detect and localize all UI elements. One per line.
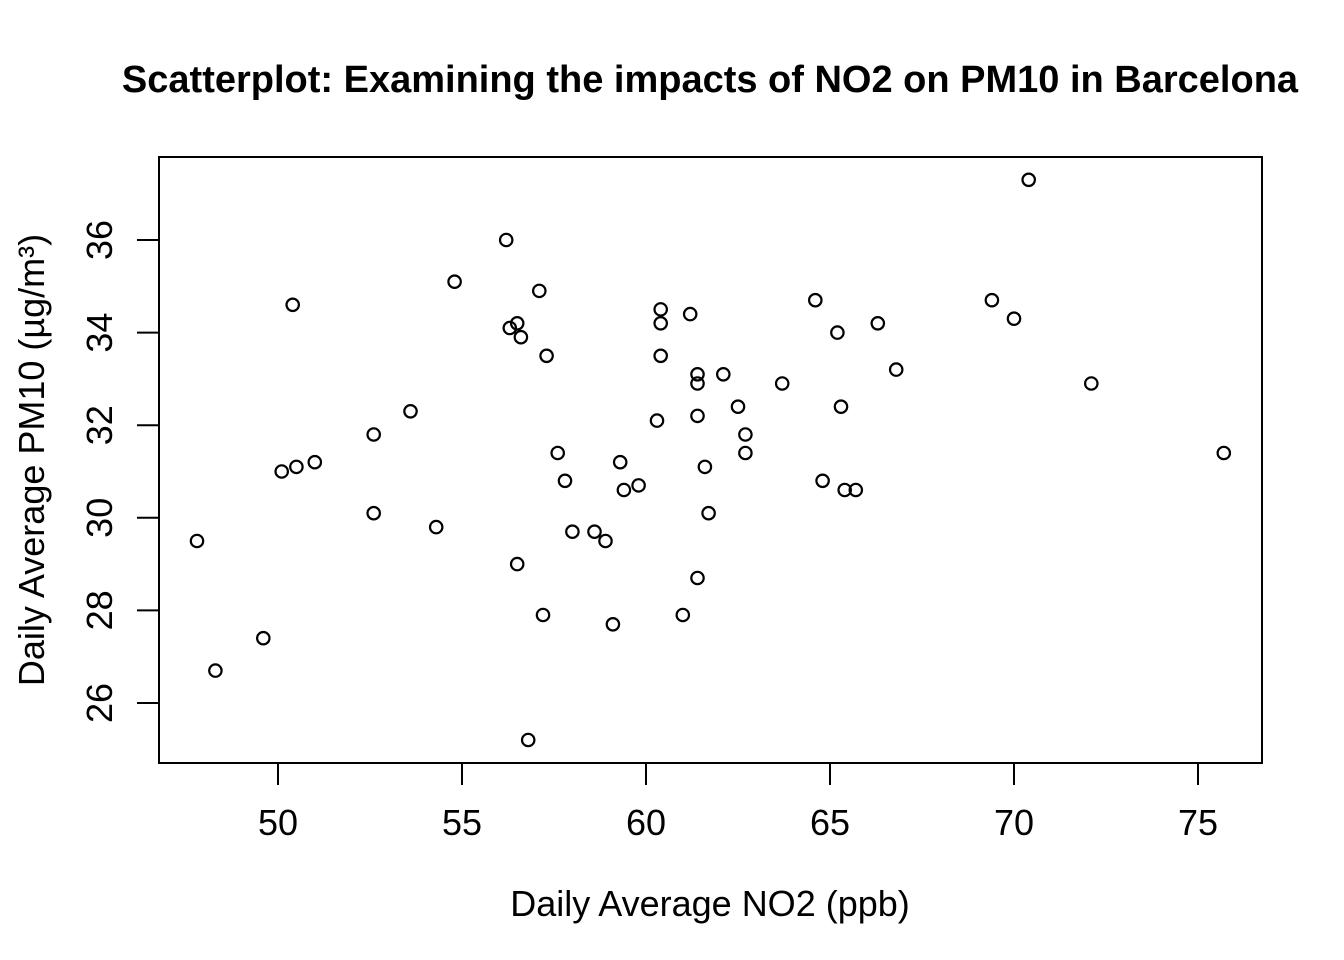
- scatter-point: [531, 283, 547, 299]
- y-tick-label: 32: [79, 405, 120, 445]
- scatter-point: [815, 473, 830, 489]
- x-axis-ticks: 50 55 60 65 70 75: [258, 763, 1218, 843]
- scatter-point: [830, 325, 845, 340]
- scatter-point: [848, 482, 864, 498]
- scatter-point: [738, 427, 753, 442]
- scatter-point: [653, 348, 668, 364]
- plot-title: Scatterplot: Examining the impacts of NO…: [122, 59, 1299, 101]
- scatter-point: [509, 315, 525, 331]
- scatter-point: [1021, 172, 1036, 188]
- x-axis-label: Daily Average NO2 (ppb): [510, 883, 910, 924]
- x-tick-label: 50: [258, 802, 298, 843]
- scatter-point: [403, 403, 418, 419]
- scatter-point: [1006, 311, 1022, 326]
- y-tick-label: 26: [79, 683, 120, 723]
- scatter-point: [888, 362, 904, 377]
- scatter-point: [690, 366, 705, 382]
- scatter-point: [498, 232, 514, 248]
- scatter-point: [565, 524, 580, 539]
- plot-box: [158, 156, 1263, 764]
- scatter-point: [690, 376, 705, 391]
- x-tick-label: 75: [1178, 802, 1218, 843]
- scatter-point: [535, 607, 551, 623]
- scatter-point: [649, 413, 665, 428]
- x-tick-label: 70: [994, 802, 1034, 843]
- y-axis-ticks: 26 28 30 32 34 36: [79, 220, 159, 723]
- scatter-point: [605, 616, 621, 632]
- scatter-point: [690, 408, 705, 424]
- scatter-point: [616, 482, 632, 498]
- scatter-point: [612, 454, 628, 470]
- y-axis-label: Daily Average PM10 (µg/m³): [11, 234, 52, 686]
- scatter-point: [285, 297, 300, 313]
- scatter-point: [502, 320, 518, 336]
- x-tick-label: 55: [442, 802, 482, 843]
- scatter-point: [428, 519, 444, 535]
- scatter-point: [520, 732, 536, 748]
- scatter-point: [366, 427, 381, 442]
- scatter-point: [774, 376, 790, 391]
- scatter-point: [837, 482, 852, 498]
- scatter-point: [631, 478, 646, 493]
- scatter-point: [675, 607, 691, 623]
- scatter-point: [682, 306, 698, 322]
- scatter-point: [598, 533, 613, 549]
- scatter-point: [1216, 445, 1232, 461]
- y-tick-label: 28: [79, 590, 120, 630]
- scatter-point: [557, 473, 573, 489]
- y-tick-label: 30: [79, 498, 120, 538]
- scatter-point: [189, 533, 205, 549]
- scatter-point: [690, 570, 705, 586]
- x-tick-label: 60: [626, 802, 666, 843]
- scatter-point: [807, 292, 823, 308]
- scatter-point: [539, 348, 554, 364]
- scatter-point: [984, 292, 1000, 308]
- scatter-point: [289, 459, 304, 475]
- scatter-point: [447, 274, 462, 289]
- scatter-point: [701, 505, 716, 521]
- scatter-point: [255, 630, 271, 646]
- y-tick-label: 36: [79, 220, 120, 260]
- scatter-point: [653, 302, 668, 317]
- scatter-point: [730, 399, 746, 414]
- x-tick-label: 65: [810, 802, 850, 843]
- scatter-point: [1084, 376, 1099, 391]
- scatter-point: [715, 366, 731, 382]
- scatter-point: [870, 315, 886, 331]
- scatter-point: [653, 315, 668, 331]
- scatter-point: [738, 445, 753, 461]
- scatter-point: [208, 663, 223, 678]
- scatter-point: [833, 399, 849, 414]
- scatter-point: [550, 445, 565, 461]
- scatter-point: [509, 556, 525, 572]
- scatter-point: [697, 459, 713, 475]
- scatter-point: [274, 464, 289, 479]
- scatter-point: [307, 454, 323, 470]
- scatter-point: [513, 329, 529, 345]
- scatter-point: [587, 524, 602, 539]
- scatter-point: [366, 505, 381, 521]
- y-tick-label: 34: [79, 313, 120, 353]
- data-points: [189, 172, 1232, 748]
